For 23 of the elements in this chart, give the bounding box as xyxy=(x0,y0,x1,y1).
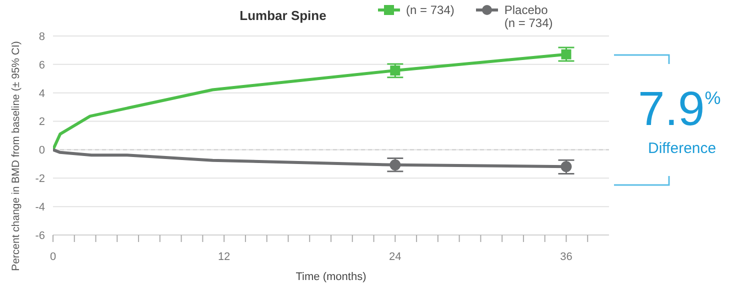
y-tick-label: 8 xyxy=(38,30,45,43)
y-tick-label: -4 xyxy=(35,201,45,214)
x-tick-label: 0 xyxy=(50,250,56,263)
x-tick-label: 12 xyxy=(218,250,230,263)
x-tick-label: 24 xyxy=(389,250,402,263)
text: 7.9% xyxy=(638,83,721,136)
point xyxy=(390,159,401,170)
x-axis-title: Time (months) xyxy=(296,271,366,283)
x-tick-label: 36 xyxy=(560,250,572,263)
y-tick-label: 0 xyxy=(38,144,45,157)
y-tick-label: -6 xyxy=(35,230,45,242)
y-tick-label: -2 xyxy=(35,173,45,186)
y-tick-label: 4 xyxy=(38,88,45,100)
point xyxy=(561,49,572,60)
chart-title: Lumbar Spine xyxy=(238,8,328,23)
y-axis-title: Percent change in BMD from baseline (± 95% CI) xyxy=(10,41,22,271)
point xyxy=(390,66,400,76)
legend-label: Placebo (n = 734) xyxy=(504,3,553,30)
text: Difference xyxy=(648,140,716,157)
y-tick-label: 2 xyxy=(38,116,45,128)
legend-label: (n = 734) xyxy=(406,3,454,17)
y-tick-label: 6 xyxy=(38,59,45,72)
point xyxy=(560,161,572,172)
